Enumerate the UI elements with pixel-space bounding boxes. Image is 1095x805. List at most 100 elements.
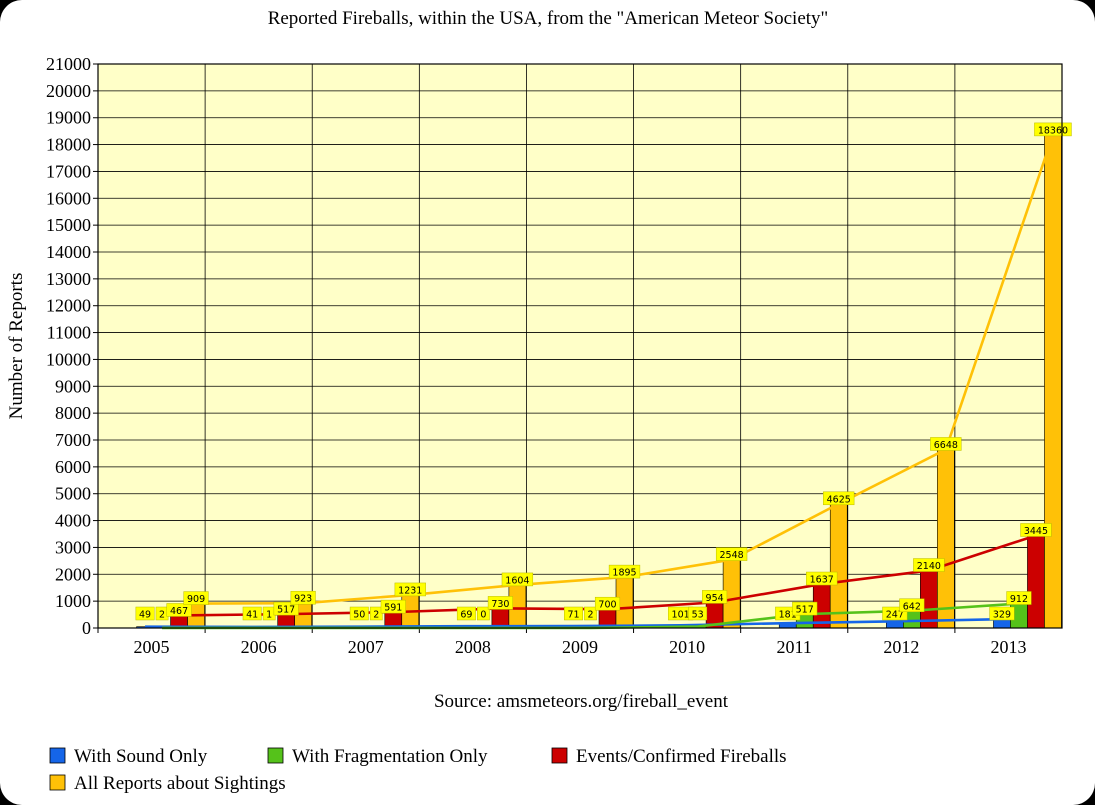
y-tick-label: 8000 [55,403,91,423]
y-tick-label: 11000 [47,323,91,343]
x-tick-label: 2012 [883,637,919,657]
y-tick-label: 21000 [46,54,91,74]
data-label-box [913,558,945,572]
x-tick-label: 2007 [348,637,384,657]
legend-label: With Fragmentation Only [292,746,488,767]
data-label: 69 [460,610,472,621]
y-tick-label: 12000 [46,296,91,316]
y-tick-label: 13000 [46,269,91,289]
y-tick-label: 15000 [46,215,91,235]
data-label: 923 [294,594,312,605]
y-tick-label: 7000 [55,430,91,450]
data-label: 2 [373,610,379,621]
data-label: 3445 [1024,526,1048,537]
data-label: 2 [159,610,165,621]
data-label-box [487,596,513,610]
y-tick-label: 18000 [46,135,91,155]
data-label: 954 [706,593,724,604]
data-label: 730 [491,599,509,610]
data-label-box [501,572,534,587]
y-tick-label: 1000 [55,591,91,611]
y-tick-label: 19000 [46,108,91,128]
legend-swatch [551,747,568,764]
data-label: 41 [246,610,258,621]
legend-swatch [49,774,66,791]
data-label-box [135,606,155,621]
data-label-box [899,598,925,613]
data-label: 517 [277,605,295,616]
data-label: 71 [567,610,579,621]
data-label: 101 [672,610,690,621]
data-label: 329 [993,610,1011,621]
data-label-box [380,599,406,614]
data-label-box [1006,591,1032,605]
data-label: 49 [139,610,151,621]
data-label: 2140 [917,561,941,572]
y-tick-label: 20000 [46,81,91,101]
data-label: 517 [796,605,814,616]
y-tick-label: 3000 [55,537,91,557]
x-tick-label: 2006 [241,637,277,657]
bar[interactable] [829,503,848,629]
legend-label: Events/Confirmed Fireballs [576,746,787,767]
y-tick-label: 5000 [55,484,91,504]
bar[interactable] [1027,535,1045,629]
data-label: 1231 [398,585,422,596]
y-tick-label: 10000 [46,349,91,369]
data-label-box [584,606,597,621]
x-tick-label: 2010 [669,637,705,657]
data-label-box [564,606,583,621]
data-label: 642 [903,601,921,612]
x-axis-label: Source: amsmeteors.org/fireball_event [434,691,729,712]
data-label: 1637 [810,575,834,586]
y-tick-label: 2000 [55,564,91,584]
plot-background [98,64,1062,628]
bar[interactable] [937,449,955,629]
data-label-box [290,590,316,605]
legend-swatch [267,747,284,764]
data-label: 909 [187,594,205,605]
x-tick-label: 2011 [777,637,812,657]
data-label: 1 [266,610,272,621]
y-tick-label: 14000 [46,242,91,262]
data-label: 467 [170,606,188,617]
bar[interactable] [1044,134,1062,629]
data-label-box [715,547,748,561]
data-label: 591 [384,603,402,614]
data-label-box [989,606,1015,621]
data-label-box [608,564,641,579]
data-label-box [183,591,209,605]
data-label: 6648 [934,440,958,451]
legend-label: With Sound Only [74,746,208,767]
plot-frame [97,63,1063,629]
y-tick-label: 0 [82,618,91,638]
data-label: 2548 [720,550,744,561]
legend-swatch [49,747,66,764]
x-tick-label: 2013 [990,637,1026,657]
data-label-box [349,606,369,621]
data-label-box [930,437,962,451]
data-label: 53 [692,610,704,621]
legend: With Sound Only With Fragmentation Only Ev… [49,746,787,794]
data-label: 2 [587,610,593,621]
data-label-box [394,582,426,597]
data-label: 700 [598,600,616,611]
y-tick-label: 17000 [46,161,91,181]
legend-label: All Reports about Sightings [74,773,286,794]
data-label-box [273,601,299,616]
data-label: 0 [480,610,486,621]
data-label: 50 [353,610,365,621]
data-label-box [369,606,383,621]
data-label-box [594,596,621,611]
data-label-box [823,491,855,506]
data-label-box [702,590,728,604]
data-label: 247 [886,610,904,621]
data-label-box [688,606,708,621]
data-label-box [456,606,476,621]
data-label-box [792,601,818,616]
y-axis-label: Number of Reports [6,273,27,420]
x-tick-label: 2009 [562,637,598,657]
data-label: 4625 [827,494,851,505]
